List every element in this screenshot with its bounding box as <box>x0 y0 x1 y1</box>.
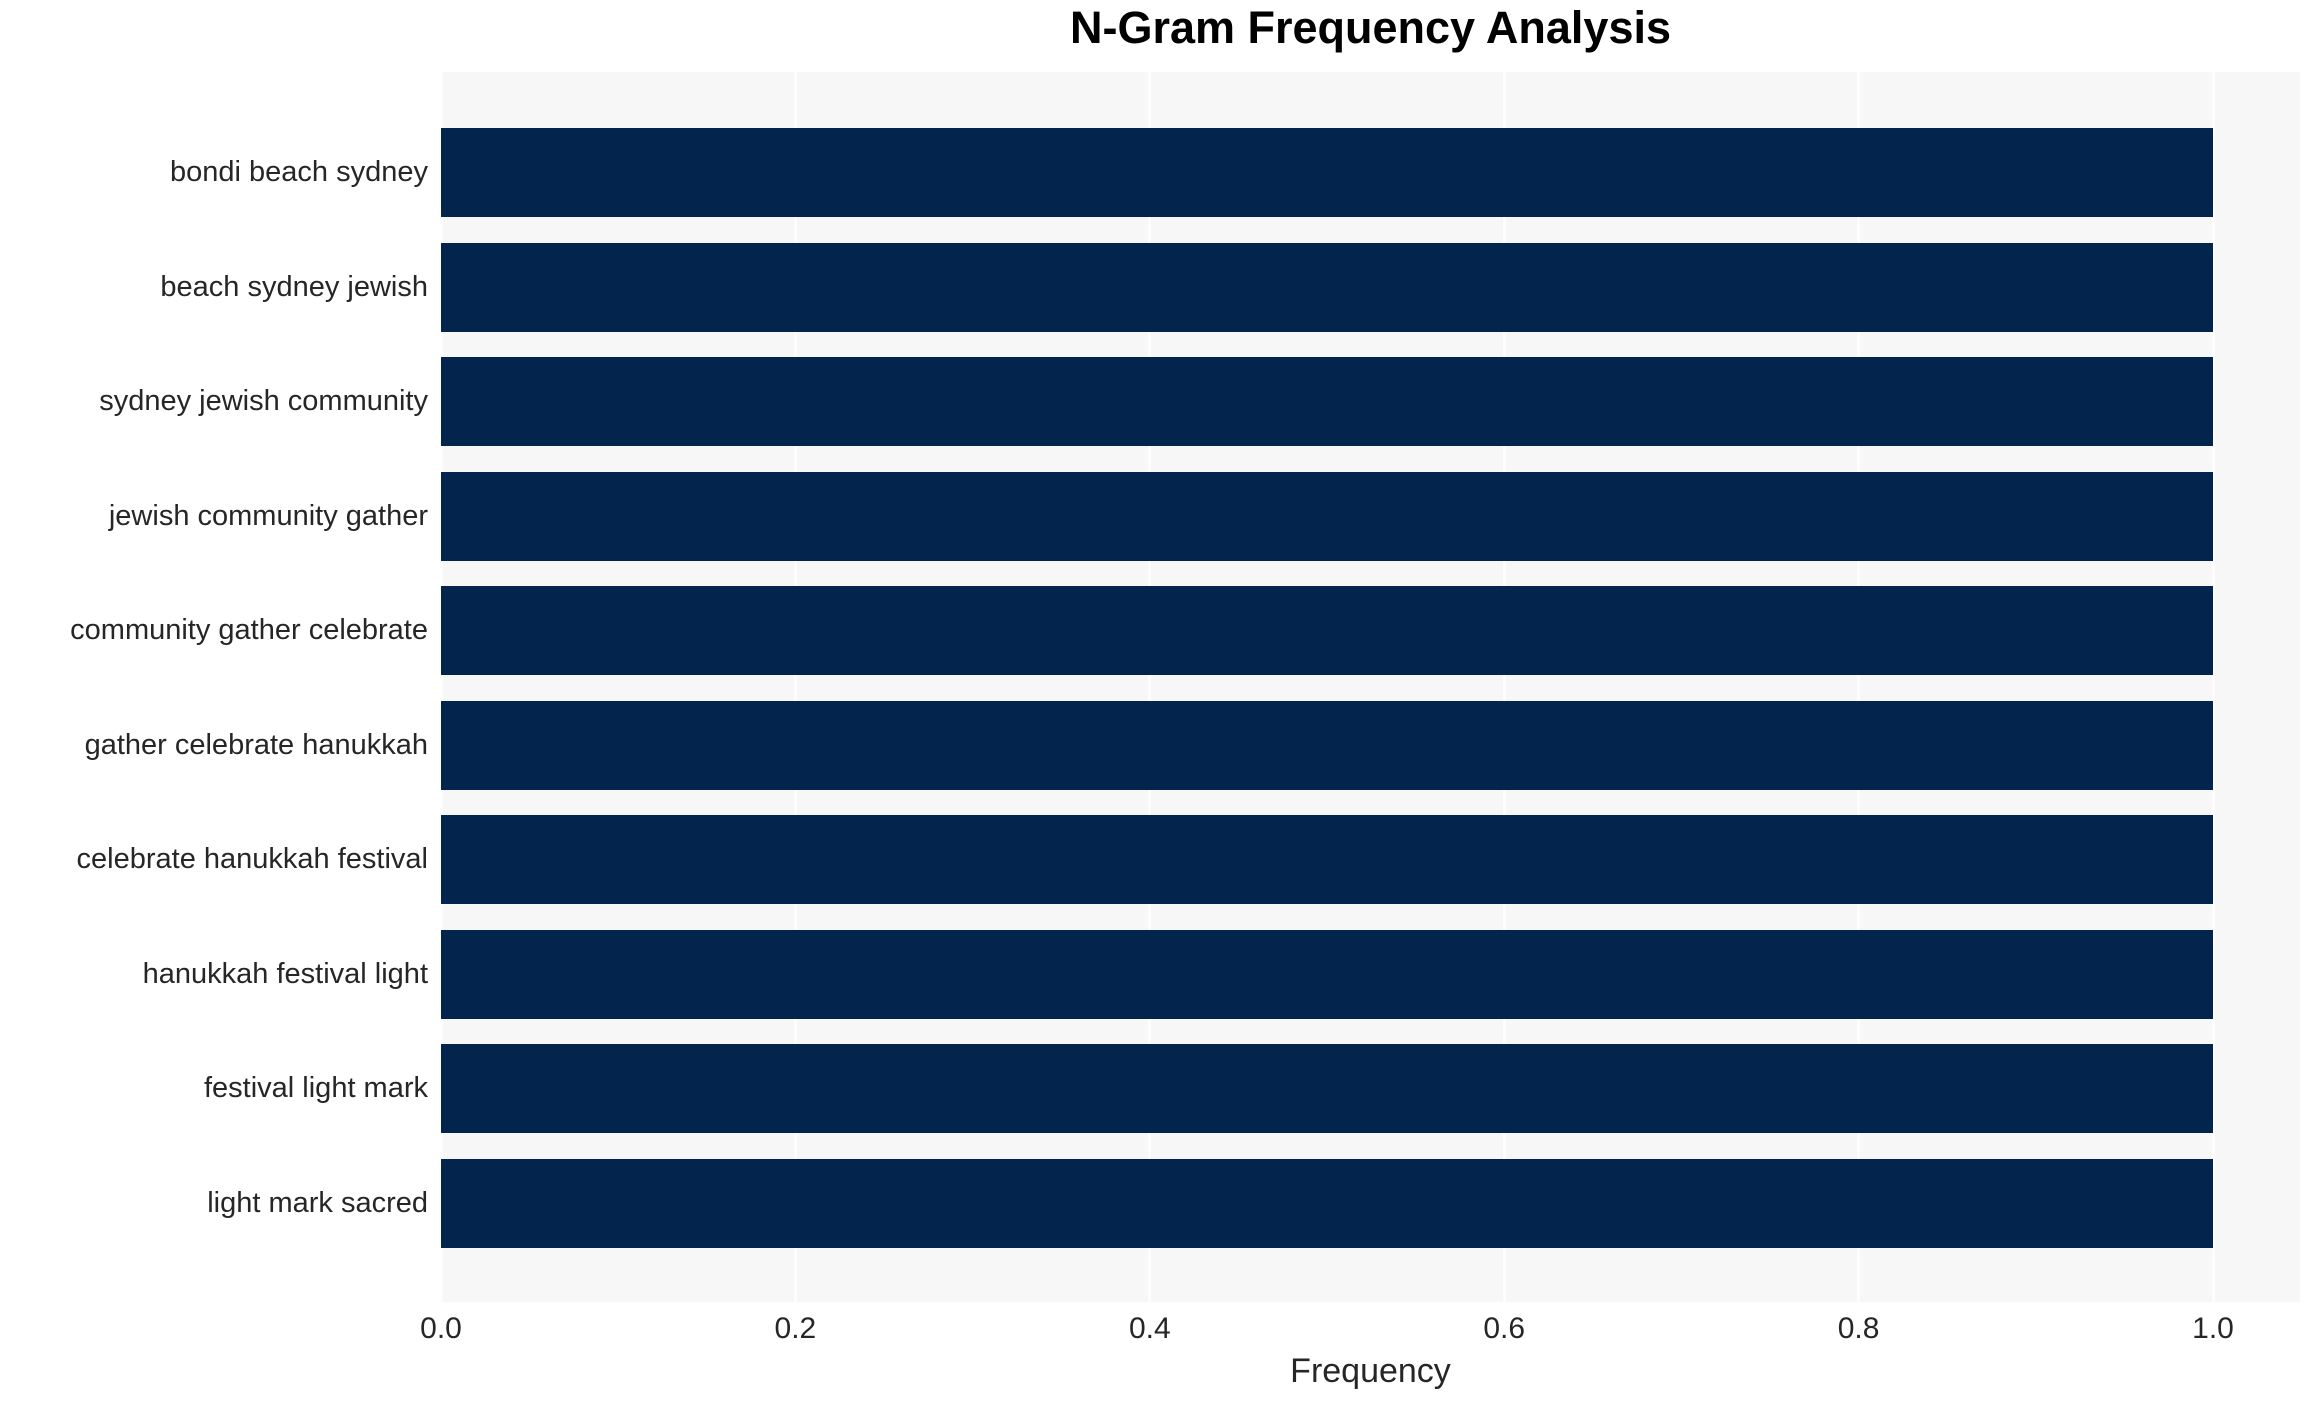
y-tick-label: beach sydney jewish <box>160 271 428 303</box>
bar <box>441 701 2213 790</box>
y-tick-label: celebrate hanukkah festival <box>76 843 428 875</box>
y-axis-labels: bondi beach sydney beach sydney jewish syd… <box>0 72 428 1302</box>
x-axis-title: Frequency <box>1290 1352 1451 1390</box>
gridline <box>441 72 443 1302</box>
x-tick-label: 0.8 <box>1837 1312 1880 1345</box>
chart-title: N-Gram Frequency Analysis <box>1069 2 1672 53</box>
y-tick-label: gather celebrate hanukkah <box>84 729 428 761</box>
bar <box>441 357 2213 446</box>
bar <box>441 815 2213 904</box>
y-tick-label: sydney jewish community <box>99 385 428 417</box>
y-tick-label: light mark sacred <box>207 1187 428 1219</box>
y-tick-label: festival light mark <box>203 1072 428 1104</box>
bar <box>441 1044 2213 1133</box>
plot-area <box>441 72 2300 1302</box>
gridline <box>1857 72 1861 1302</box>
gridline <box>1502 72 1506 1302</box>
gridline <box>1148 72 1152 1302</box>
x-tick-label: 0.2 <box>774 1312 817 1345</box>
bar <box>441 472 2213 561</box>
bar <box>441 243 2213 332</box>
y-tick-label: hanukkah festival light <box>142 958 428 990</box>
bar <box>441 930 2213 1019</box>
x-tick-label: 0.6 <box>1483 1312 1526 1345</box>
y-tick-label: bondi beach sydney <box>170 156 428 188</box>
bar <box>441 586 2213 675</box>
y-tick-label: community gather celebrate <box>70 614 428 646</box>
x-tick-label: 1.0 <box>2192 1312 2234 1345</box>
x-axis-ticks: 0.0 0.2 0.4 0.6 0.8 1.0 <box>420 1312 2300 1348</box>
x-tick-label: 0.4 <box>1128 1312 1171 1345</box>
gridline <box>793 72 797 1302</box>
bar <box>441 1159 2213 1248</box>
gridline <box>2211 72 2215 1302</box>
x-tick-label: 0.0 <box>420 1312 462 1345</box>
y-tick-label: jewish community gather <box>108 500 428 532</box>
bar <box>441 128 2213 217</box>
